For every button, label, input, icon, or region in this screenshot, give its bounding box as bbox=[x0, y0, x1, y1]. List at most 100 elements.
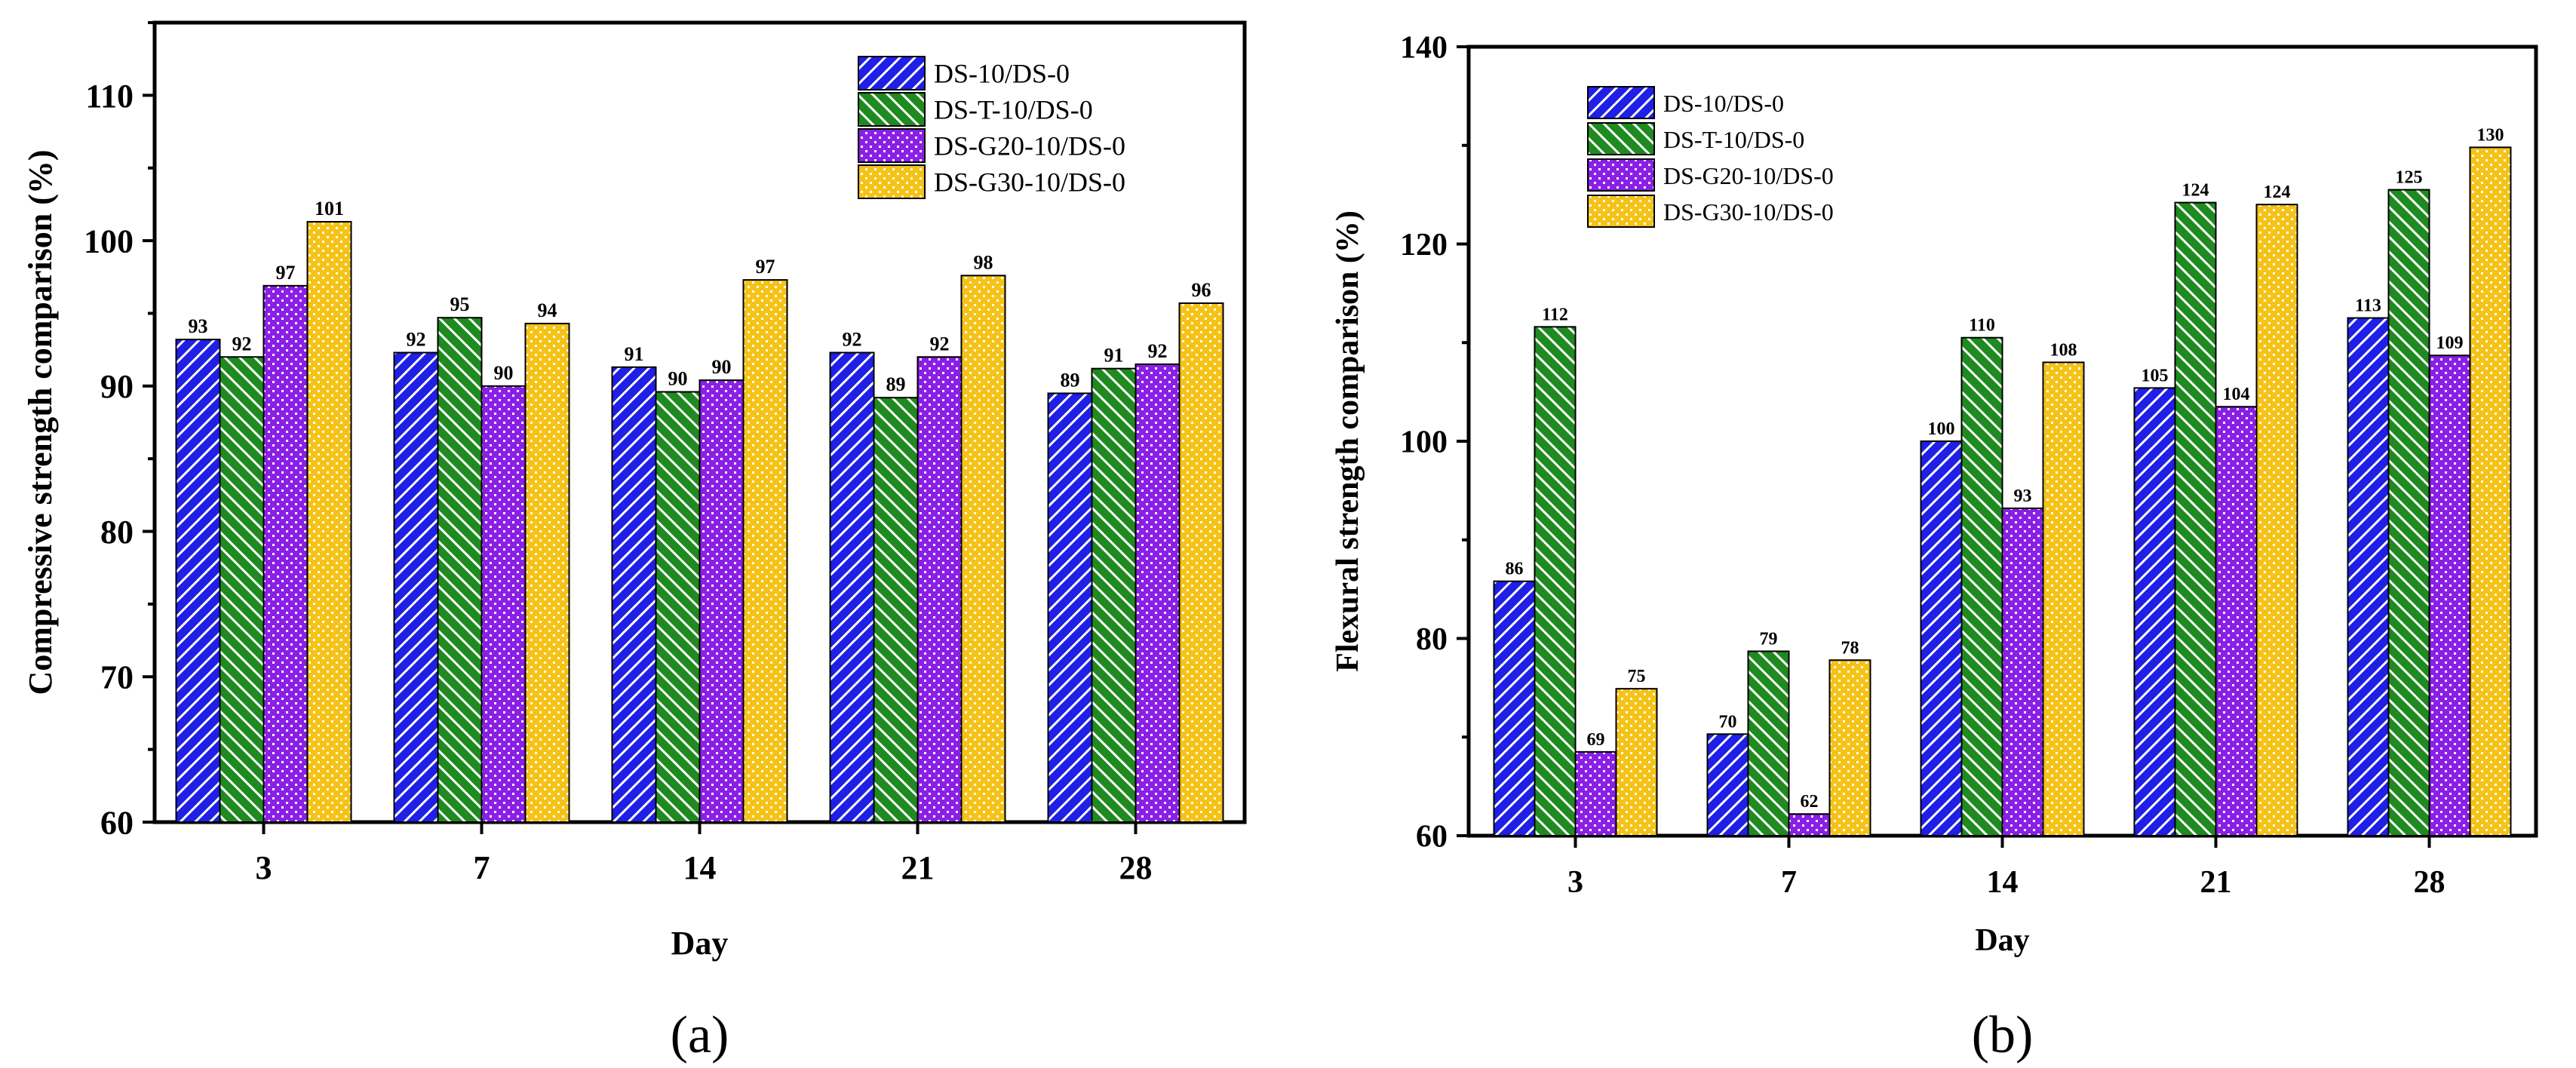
legend-swatch bbox=[1587, 86, 1655, 119]
bar-ds-g20-10-ds-0-day-3 bbox=[1574, 750, 1617, 836]
legend-swatch bbox=[858, 164, 926, 199]
y-tick-label: 80 bbox=[100, 514, 134, 551]
bar-ds-g30-10-ds-0-day-7 bbox=[524, 322, 570, 824]
legend-label: DS-G20-10/DS-0 bbox=[1663, 162, 1834, 189]
bar-ds-10-ds-0-day-14 bbox=[1920, 440, 1963, 836]
x-tick-label: 3 bbox=[1567, 865, 1583, 900]
y-axis-label: Flexural strength comparison (%) bbox=[1331, 210, 1365, 672]
data-label: 104 bbox=[2223, 385, 2250, 404]
bar-ds-10-ds-0-day-7 bbox=[393, 351, 439, 823]
x-tick-label: 28 bbox=[1119, 849, 1153, 886]
legend-label: DS-G30-10/DS-0 bbox=[934, 167, 1125, 197]
bar-ds-10-ds-0-day-21 bbox=[2133, 387, 2176, 836]
bar-ds-10-ds-0-day-21 bbox=[829, 351, 875, 823]
legend-swatch bbox=[1587, 195, 1655, 228]
legend: DS-10/DS-0 DS-T-10/DS-0 DS-G20-10/DS-0 DS-G… bbox=[858, 56, 1125, 199]
y-tick-label: 120 bbox=[1400, 228, 1448, 262]
bar-ds-10-ds-0-day-28 bbox=[1047, 392, 1093, 823]
x-tick-label: 14 bbox=[1987, 865, 2019, 900]
bar-ds-10-ds-0-day-28 bbox=[2347, 317, 2390, 836]
bar-ds-g20-10-ds-0-day-14 bbox=[698, 379, 745, 824]
data-label: 94 bbox=[538, 299, 557, 321]
bar-ds-g20-10-ds-0-day-28 bbox=[1134, 363, 1181, 823]
y-tick-label: 90 bbox=[100, 368, 134, 405]
bar-ds-10-ds-0-day-3 bbox=[175, 339, 221, 823]
bar-ds-t-10-ds-0-day-21 bbox=[2174, 201, 2217, 836]
x-tick-label: 21 bbox=[901, 849, 935, 886]
bar-ds-g20-10-ds-0-day-21 bbox=[916, 356, 963, 824]
bar-ds-t-10-ds-0-day-3 bbox=[1534, 326, 1577, 836]
data-label: 109 bbox=[2436, 333, 2464, 353]
data-label: 90 bbox=[712, 356, 732, 378]
bar-ds-g30-10-ds-0-day-14 bbox=[742, 279, 788, 823]
x-axis-label: Day bbox=[671, 925, 729, 962]
data-label: 86 bbox=[1506, 560, 1524, 579]
data-label: 92 bbox=[232, 333, 252, 354]
data-label: 124 bbox=[2182, 181, 2209, 201]
bar-ds-t-10-ds-0-day-3 bbox=[219, 356, 265, 824]
bar-ds-t-10-ds-0-day-7 bbox=[1747, 650, 1790, 836]
data-label: 75 bbox=[1628, 667, 1646, 686]
data-label: 62 bbox=[1801, 792, 1819, 812]
data-label: 90 bbox=[494, 362, 514, 384]
bar-ds-g20-10-ds-0-day-7 bbox=[481, 385, 527, 823]
y-tick-label: 100 bbox=[84, 222, 134, 259]
y-tick-label: 70 bbox=[100, 659, 134, 696]
y-tick-label: 110 bbox=[85, 78, 134, 115]
data-label: 79 bbox=[1760, 629, 1778, 649]
bar-ds-g30-10-ds-0-day-3 bbox=[1615, 688, 1658, 836]
y-tick-label: 60 bbox=[1416, 820, 1448, 855]
x-tick-label: 7 bbox=[474, 849, 490, 886]
data-label: 112 bbox=[1542, 305, 1568, 324]
bar-ds-g30-10-ds-0-day-3 bbox=[306, 221, 352, 823]
legend-label: DS-10/DS-0 bbox=[1663, 90, 1784, 117]
data-label: 69 bbox=[1587, 730, 1605, 750]
data-label: 78 bbox=[1841, 638, 1859, 658]
data-label: 130 bbox=[2477, 125, 2504, 145]
bar-ds-g20-10-ds-0-day-3 bbox=[263, 284, 309, 823]
bar-ds-10-ds-0-day-7 bbox=[1706, 733, 1749, 837]
bar-ds-g20-10-ds-0-day-14 bbox=[2001, 507, 2044, 836]
legend-label: DS-T-10/DS-0 bbox=[1663, 126, 1804, 153]
x-tick-label: 14 bbox=[683, 849, 717, 886]
bar-ds-g30-10-ds-0-day-28 bbox=[1178, 302, 1224, 823]
bar-ds-10-ds-0-day-3 bbox=[1493, 580, 1536, 836]
data-label: 101 bbox=[315, 198, 344, 219]
legend: DS-10/DS-0 DS-T-10/DS-0 DS-G20-10/DS-0 DS-G… bbox=[1587, 86, 1834, 228]
x-tick-label: 3 bbox=[256, 849, 272, 886]
legend-swatch bbox=[1587, 158, 1655, 192]
legend-label: DS-T-10/DS-0 bbox=[934, 94, 1093, 124]
data-label: 91 bbox=[1104, 345, 1124, 367]
data-label: 89 bbox=[1061, 369, 1080, 391]
bar-ds-g20-10-ds-0-day-21 bbox=[2215, 406, 2258, 836]
bar-ds-10-ds-0-day-14 bbox=[611, 366, 657, 824]
panel-a-compressive-chart: 60 70 80 90 100 110 Compressive strength compa… bbox=[22, 20, 1247, 1064]
y-tick-label: 80 bbox=[1416, 622, 1448, 657]
legend-swatch bbox=[858, 128, 926, 163]
panel-label: (a) bbox=[671, 1006, 729, 1064]
data-label: 92 bbox=[1148, 340, 1168, 362]
legend-label: DS-G30-10/DS-0 bbox=[1663, 198, 1834, 226]
x-tick-label: 21 bbox=[2200, 865, 2232, 900]
x-tick-label: 7 bbox=[1781, 865, 1797, 900]
data-label: 97 bbox=[276, 262, 296, 284]
x-axis-label: Day bbox=[1975, 923, 2029, 958]
legend-swatch bbox=[858, 56, 926, 91]
data-label: 105 bbox=[2142, 366, 2169, 385]
data-label: 125 bbox=[2396, 168, 2423, 188]
legend-swatch bbox=[858, 92, 926, 127]
data-label: 93 bbox=[2014, 486, 2032, 506]
bar-ds-t-10-ds-0-day-28 bbox=[1091, 367, 1137, 823]
bar-ds-t-10-ds-0-day-28 bbox=[2387, 189, 2430, 836]
data-label: 124 bbox=[2264, 183, 2291, 202]
bar-ds-g30-10-ds-0-day-21 bbox=[960, 275, 1006, 823]
data-label: 97 bbox=[756, 256, 775, 278]
data-label: 98 bbox=[974, 251, 993, 273]
data-label: 91 bbox=[625, 343, 644, 365]
panel-label: (b) bbox=[1972, 1006, 2034, 1064]
data-label: 93 bbox=[189, 315, 208, 337]
bar-ds-g30-10-ds-0-day-21 bbox=[2255, 204, 2298, 836]
data-label: 90 bbox=[668, 368, 688, 390]
